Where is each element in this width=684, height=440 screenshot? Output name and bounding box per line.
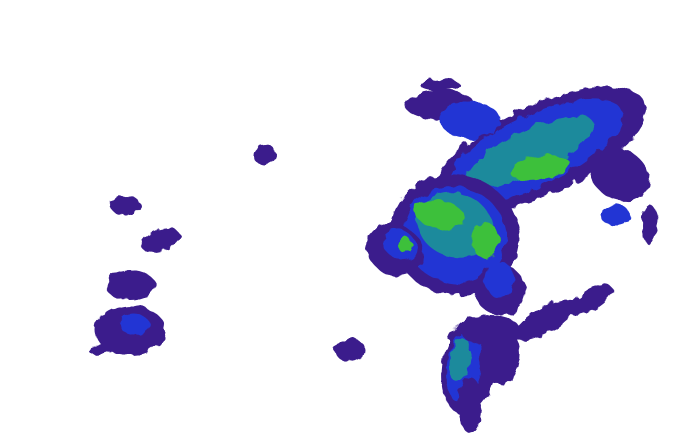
radar-echo-level-4 [415,200,465,230]
radar-echo-level-3 [449,338,471,382]
radar-echo-level-2 [600,205,630,225]
radar-echo-level-1 [567,284,613,316]
radar-echo-level-1 [105,270,155,300]
radar-echo-level-2 [485,262,515,298]
radar-echo-level-4 [510,155,570,181]
radar-echo-level-1 [591,148,649,202]
radar-echo-level-1 [642,205,658,245]
radar-echo-level-1 [88,345,112,355]
radar-echo-level-4 [398,237,412,253]
radar-echo-level-2 [120,315,150,335]
radar-echo-level-1 [110,195,140,215]
radar-echo-level-4 [471,222,499,258]
radar-echo-level-1 [458,377,482,433]
radar-echo-level-1 [335,338,365,362]
radar-echo-level-1 [253,145,277,165]
radar-echo-level-3 [465,116,595,188]
radar-echo-level-2 [440,102,500,138]
radar-echo-level-1 [140,228,180,252]
radar-echo-level-1 [460,315,520,345]
radar-echo-level-1 [514,299,576,341]
radar-echo-level-1 [420,79,460,91]
